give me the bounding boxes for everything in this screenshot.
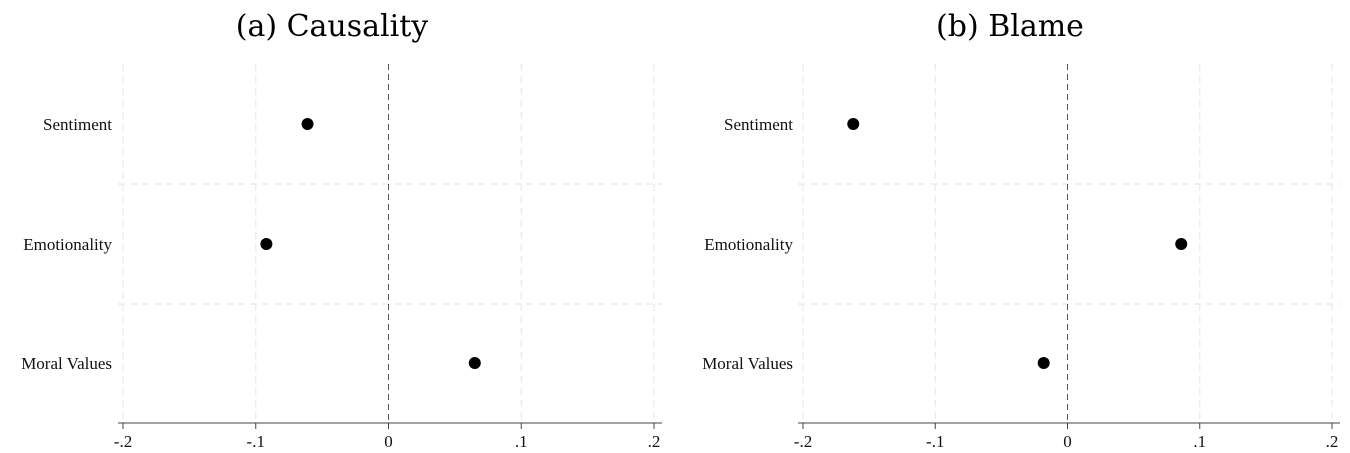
category-label: Sentiment <box>724 115 793 134</box>
coefficient-point <box>847 118 860 130</box>
coefficient-point <box>1175 238 1188 250</box>
coefficient-point <box>301 118 314 130</box>
x-tick-label: -.1 <box>247 432 265 451</box>
category-label: Emotionality <box>23 235 112 254</box>
x-tick-label: .1 <box>1193 432 1206 451</box>
panel-title: (a) Causality <box>236 9 429 44</box>
category-label: Moral Values <box>21 354 112 373</box>
x-tick-label: 0 <box>1063 432 1072 451</box>
x-tick-label: -.2 <box>114 432 132 451</box>
coefficient-point <box>1037 357 1050 369</box>
category-label: Moral Values <box>702 354 793 373</box>
x-tick-label: -.2 <box>794 432 812 451</box>
category-label: Emotionality <box>704 235 793 254</box>
coefficient-point <box>260 238 273 250</box>
x-tick-label: .2 <box>1326 432 1339 451</box>
x-tick-label: 0 <box>384 432 393 451</box>
coefficient-point <box>468 357 481 369</box>
x-tick-label: .2 <box>648 432 661 451</box>
x-tick-label: -.1 <box>926 432 944 451</box>
x-tick-label: .1 <box>515 432 528 451</box>
category-label: Sentiment <box>43 115 112 134</box>
panel-title: (b) Blame <box>936 9 1084 44</box>
